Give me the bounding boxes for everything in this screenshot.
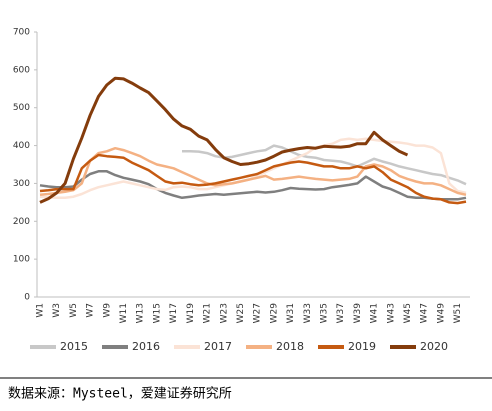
x-tick-label: W29 [269, 303, 279, 324]
x-tick-label: W7 [86, 303, 96, 318]
x-tick-label: W21 [203, 303, 213, 323]
x-tick-label: W19 [186, 303, 196, 324]
x-tick-label: W35 [320, 303, 330, 323]
y-tick-label: 300 [13, 179, 30, 189]
series-line [39, 153, 467, 205]
x-tick-label: W51 [453, 303, 463, 323]
y-tick-label: 500 [13, 103, 30, 113]
x-tick-label: W37 [336, 303, 346, 323]
x-tick-label: W15 [152, 303, 162, 323]
x-tick-label: W33 [303, 303, 313, 323]
x-tick-label: W49 [436, 303, 446, 324]
x-tick-label: W43 [386, 303, 396, 323]
legend-label: 2019 [348, 340, 376, 353]
x-tick-label: W23 [219, 303, 229, 323]
series-line [182, 144, 467, 186]
legend-label: 2015 [60, 340, 88, 353]
x-tick-label: W41 [370, 303, 380, 323]
source: 数据来源：Mysteel，爱建证券研究所 [8, 386, 232, 402]
y-tick-label: 0 [24, 293, 30, 303]
x-tick-label: W17 [169, 303, 179, 323]
x-tick-label: W27 [253, 303, 263, 323]
x-tick-label: W39 [353, 303, 363, 324]
y-tick-label: 600 [13, 65, 30, 75]
legend-label: 2018 [276, 340, 304, 353]
x-tick-label: W9 [102, 303, 112, 318]
series-line [39, 170, 467, 201]
x-tick-label: W13 [136, 303, 146, 323]
x-tick-label: W11 [119, 303, 129, 323]
y-tick-label: 700 [13, 28, 30, 38]
x-tick-label: W3 [52, 303, 62, 318]
y-tick-label: 100 [13, 255, 30, 265]
series-line [39, 146, 467, 197]
legend-label: 2017 [204, 340, 232, 353]
x-tick-label: W5 [69, 303, 79, 318]
y-tick-label: 400 [13, 141, 30, 151]
series-line [39, 76, 409, 204]
y-tick-label: 200 [13, 217, 30, 227]
x-tick-label: W1 [36, 303, 46, 318]
x-tick-label: W47 [420, 303, 430, 323]
x-tick-label: W25 [236, 303, 246, 323]
legend-label: 2016 [132, 340, 160, 353]
x-tick-label: W45 [403, 303, 413, 323]
legend-label: 2020 [420, 340, 448, 353]
x-tick-label: W31 [286, 303, 296, 323]
